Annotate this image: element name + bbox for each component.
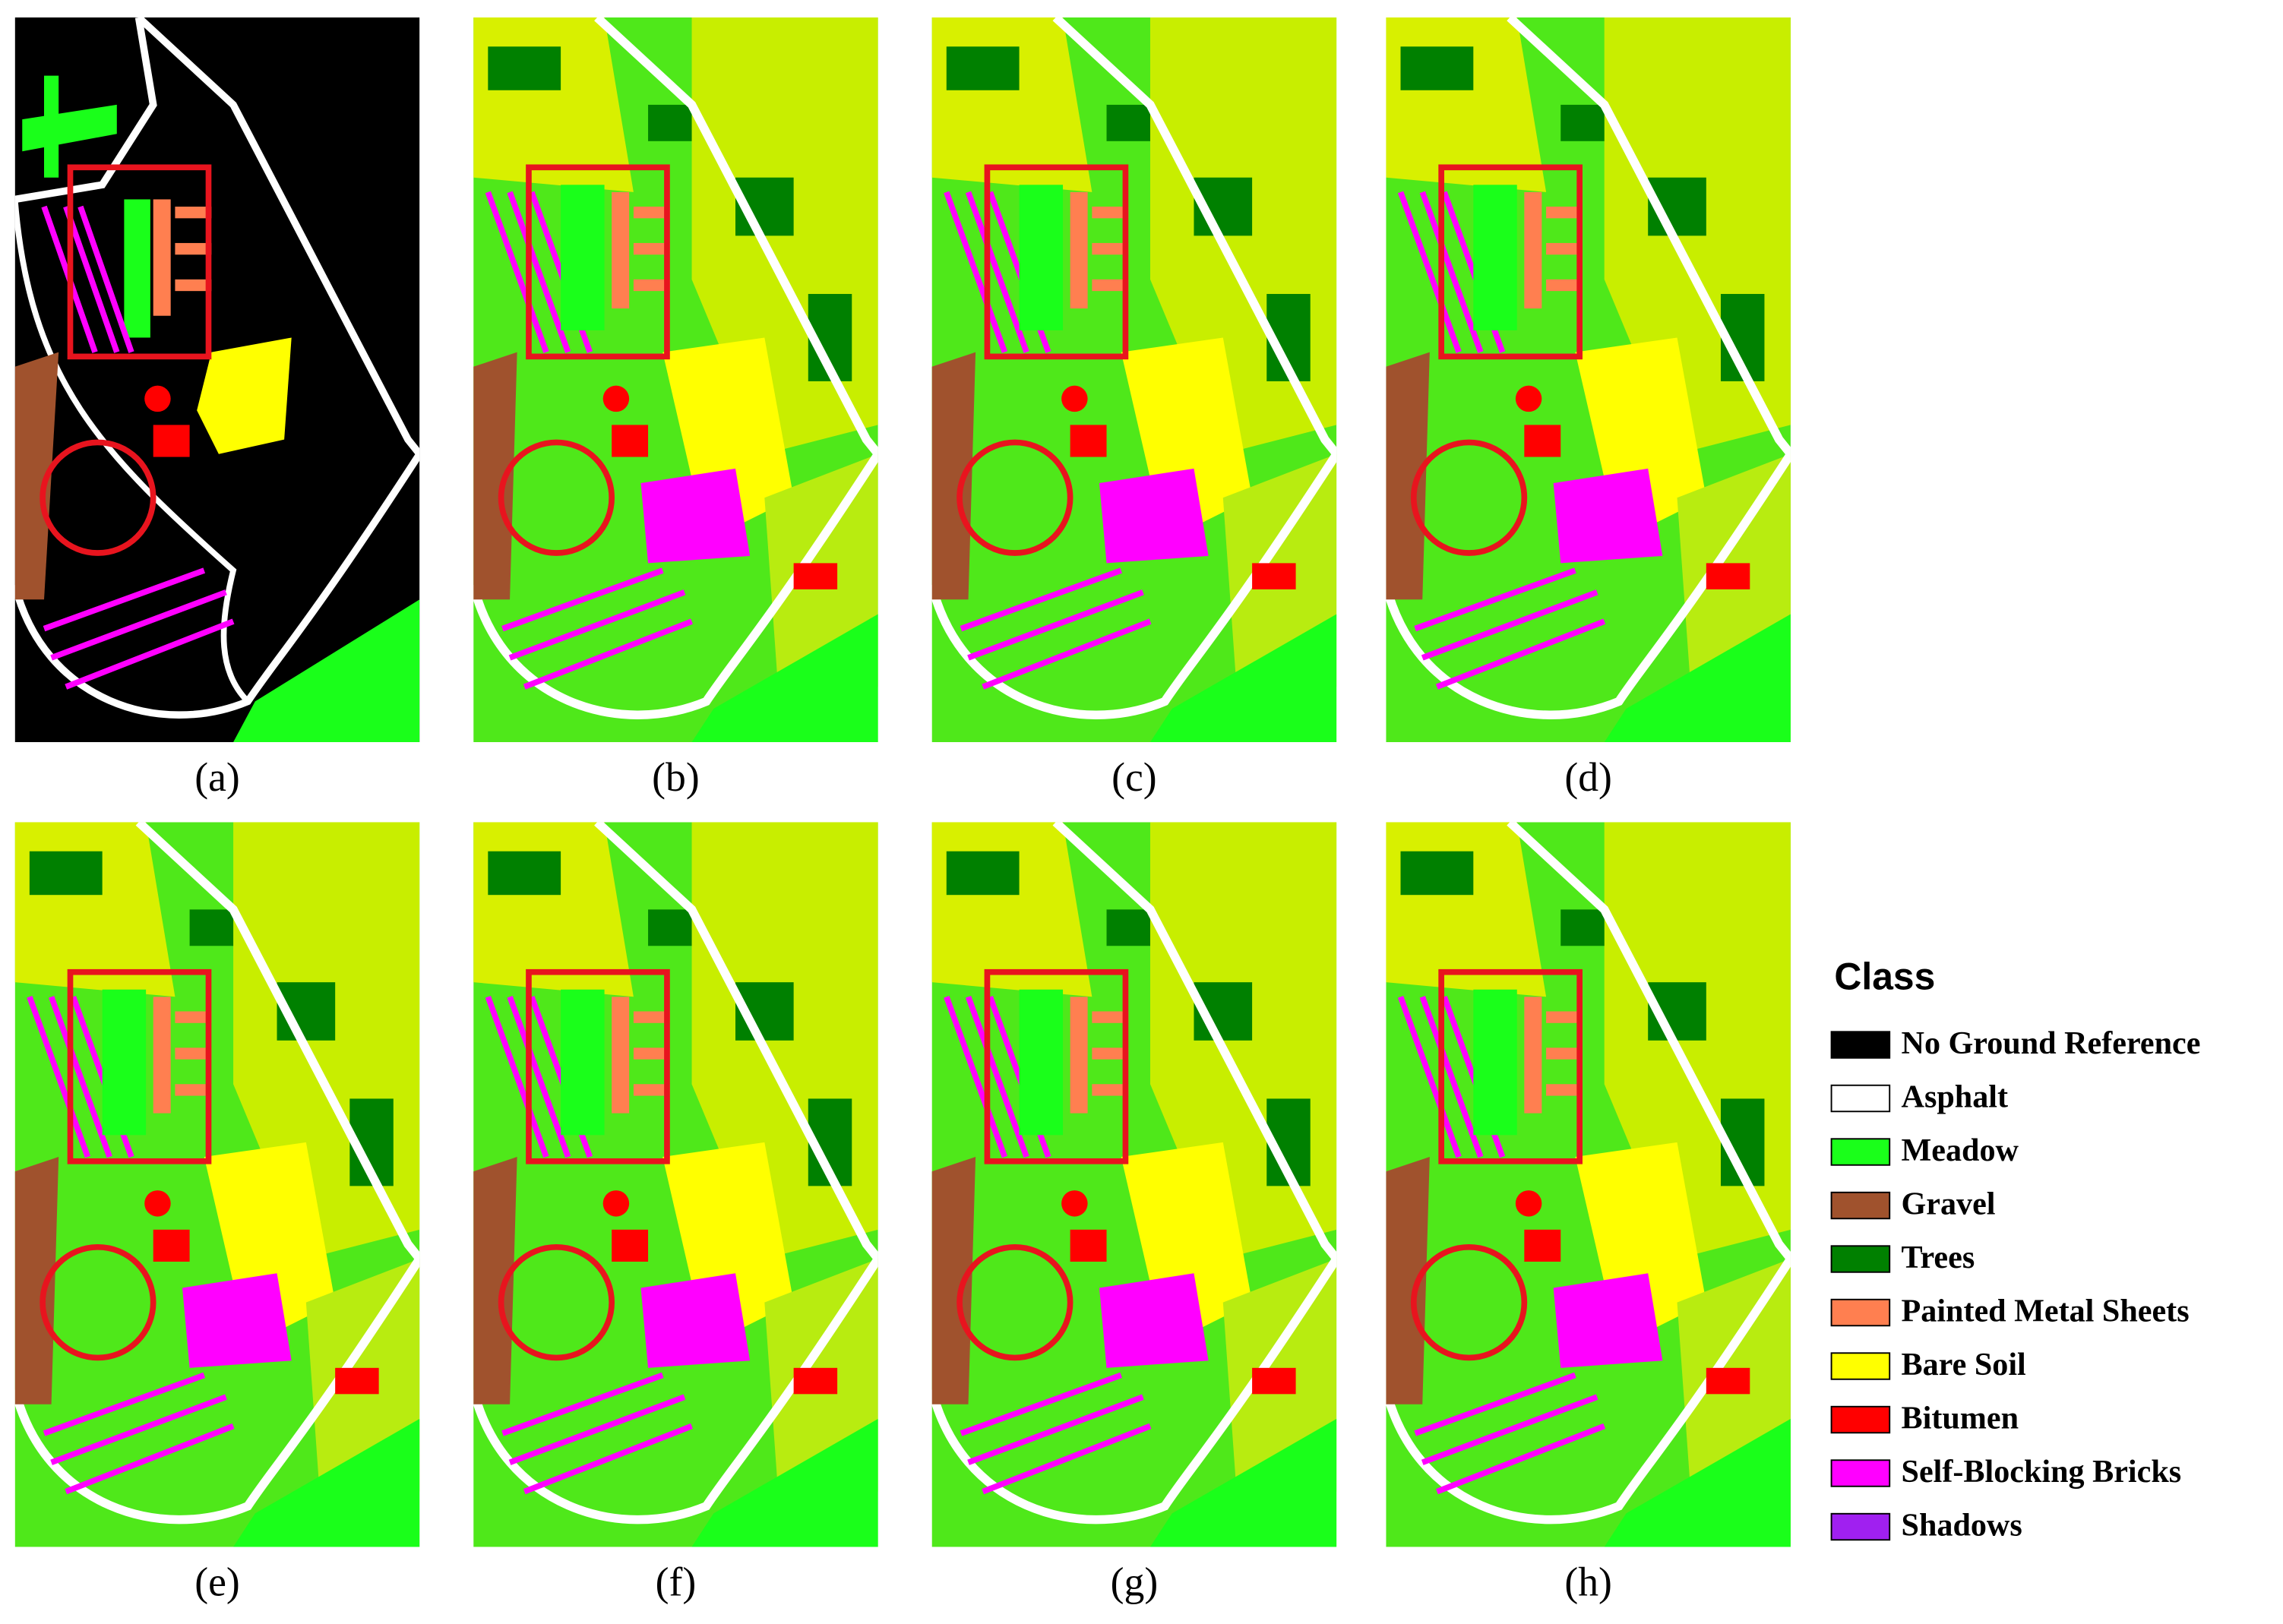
panel-label: (f) (656, 1559, 697, 1605)
legend-label: Bare Soil (1902, 1347, 2026, 1382)
legend-swatch (1830, 1084, 1891, 1113)
legend-label: Bitumen (1902, 1401, 2019, 1436)
highlight-circle (40, 439, 157, 556)
classification-map (15, 822, 420, 1547)
highlight-circle (1410, 1243, 1528, 1361)
highlight-circle (498, 1243, 615, 1361)
highlight-box (1438, 968, 1583, 1164)
legend-swatch (1830, 1352, 1891, 1380)
legend-label: Asphalt (1902, 1079, 2008, 1115)
panel-label: (g) (1111, 1559, 1159, 1605)
classification-map (932, 822, 1337, 1547)
legend-swatch (1830, 1031, 1891, 1059)
legend-label: Trees (1902, 1240, 1975, 1275)
map-image (1386, 822, 1791, 1547)
highlight-circle (957, 1243, 1074, 1361)
classification-map (15, 17, 420, 742)
highlight-circle (40, 1243, 157, 1361)
panel-label: (d) (1564, 754, 1612, 800)
map-image (473, 822, 878, 1547)
highlight-box (1438, 164, 1583, 360)
legend-swatch (1830, 1298, 1891, 1327)
highlight-box (526, 164, 670, 360)
legend-label: No Ground Reference (1902, 1025, 2201, 1061)
map-image (15, 17, 420, 742)
legend-label: Self-Blocking Bricks (1902, 1454, 2182, 1490)
legend-swatch (1830, 1405, 1891, 1434)
highlight-box (984, 164, 1129, 360)
classification-map (932, 17, 1337, 742)
legend-label: Gravel (1902, 1186, 1996, 1222)
legend: Class No Ground Reference Asphalt Meadow Gr… (1830, 955, 2201, 1543)
legend-swatch (1830, 1512, 1891, 1541)
legend-label: Shadows (1902, 1508, 2022, 1543)
legend-label: Painted Metal Sheets (1902, 1294, 2190, 1329)
legend-swatch (1830, 1245, 1891, 1273)
legend-swatch (1830, 1191, 1891, 1220)
panels: (a) (b) (c) (d) (e) (f) (g) (h) (15, 17, 1791, 1605)
highlight-box (526, 968, 670, 1164)
highlight-circle (957, 439, 1074, 556)
highlight-box (984, 968, 1129, 1164)
map-image (932, 17, 1337, 742)
legend-title: Class (1834, 955, 1935, 997)
map-image (473, 17, 878, 742)
highlight-circle (1410, 439, 1528, 556)
panel-label: (b) (652, 754, 700, 800)
map-image (15, 822, 420, 1547)
highlight-circle (498, 439, 615, 556)
legend-swatch (1830, 1459, 1891, 1487)
classification-map (473, 822, 878, 1547)
map-image (932, 822, 1337, 1547)
panel-label: (h) (1564, 1559, 1612, 1605)
classification-map (1386, 17, 1791, 742)
map-image (1386, 17, 1791, 742)
panel-label: (a) (194, 754, 240, 800)
highlight-box (67, 164, 212, 360)
legend-label: Meadow (1902, 1133, 2019, 1168)
classification-map (473, 17, 878, 742)
classification-map (1386, 822, 1791, 1547)
panel-label: (c) (1111, 754, 1157, 800)
panel-label: (e) (194, 1559, 240, 1605)
highlight-box (67, 968, 212, 1164)
legend-swatch (1830, 1138, 1891, 1166)
